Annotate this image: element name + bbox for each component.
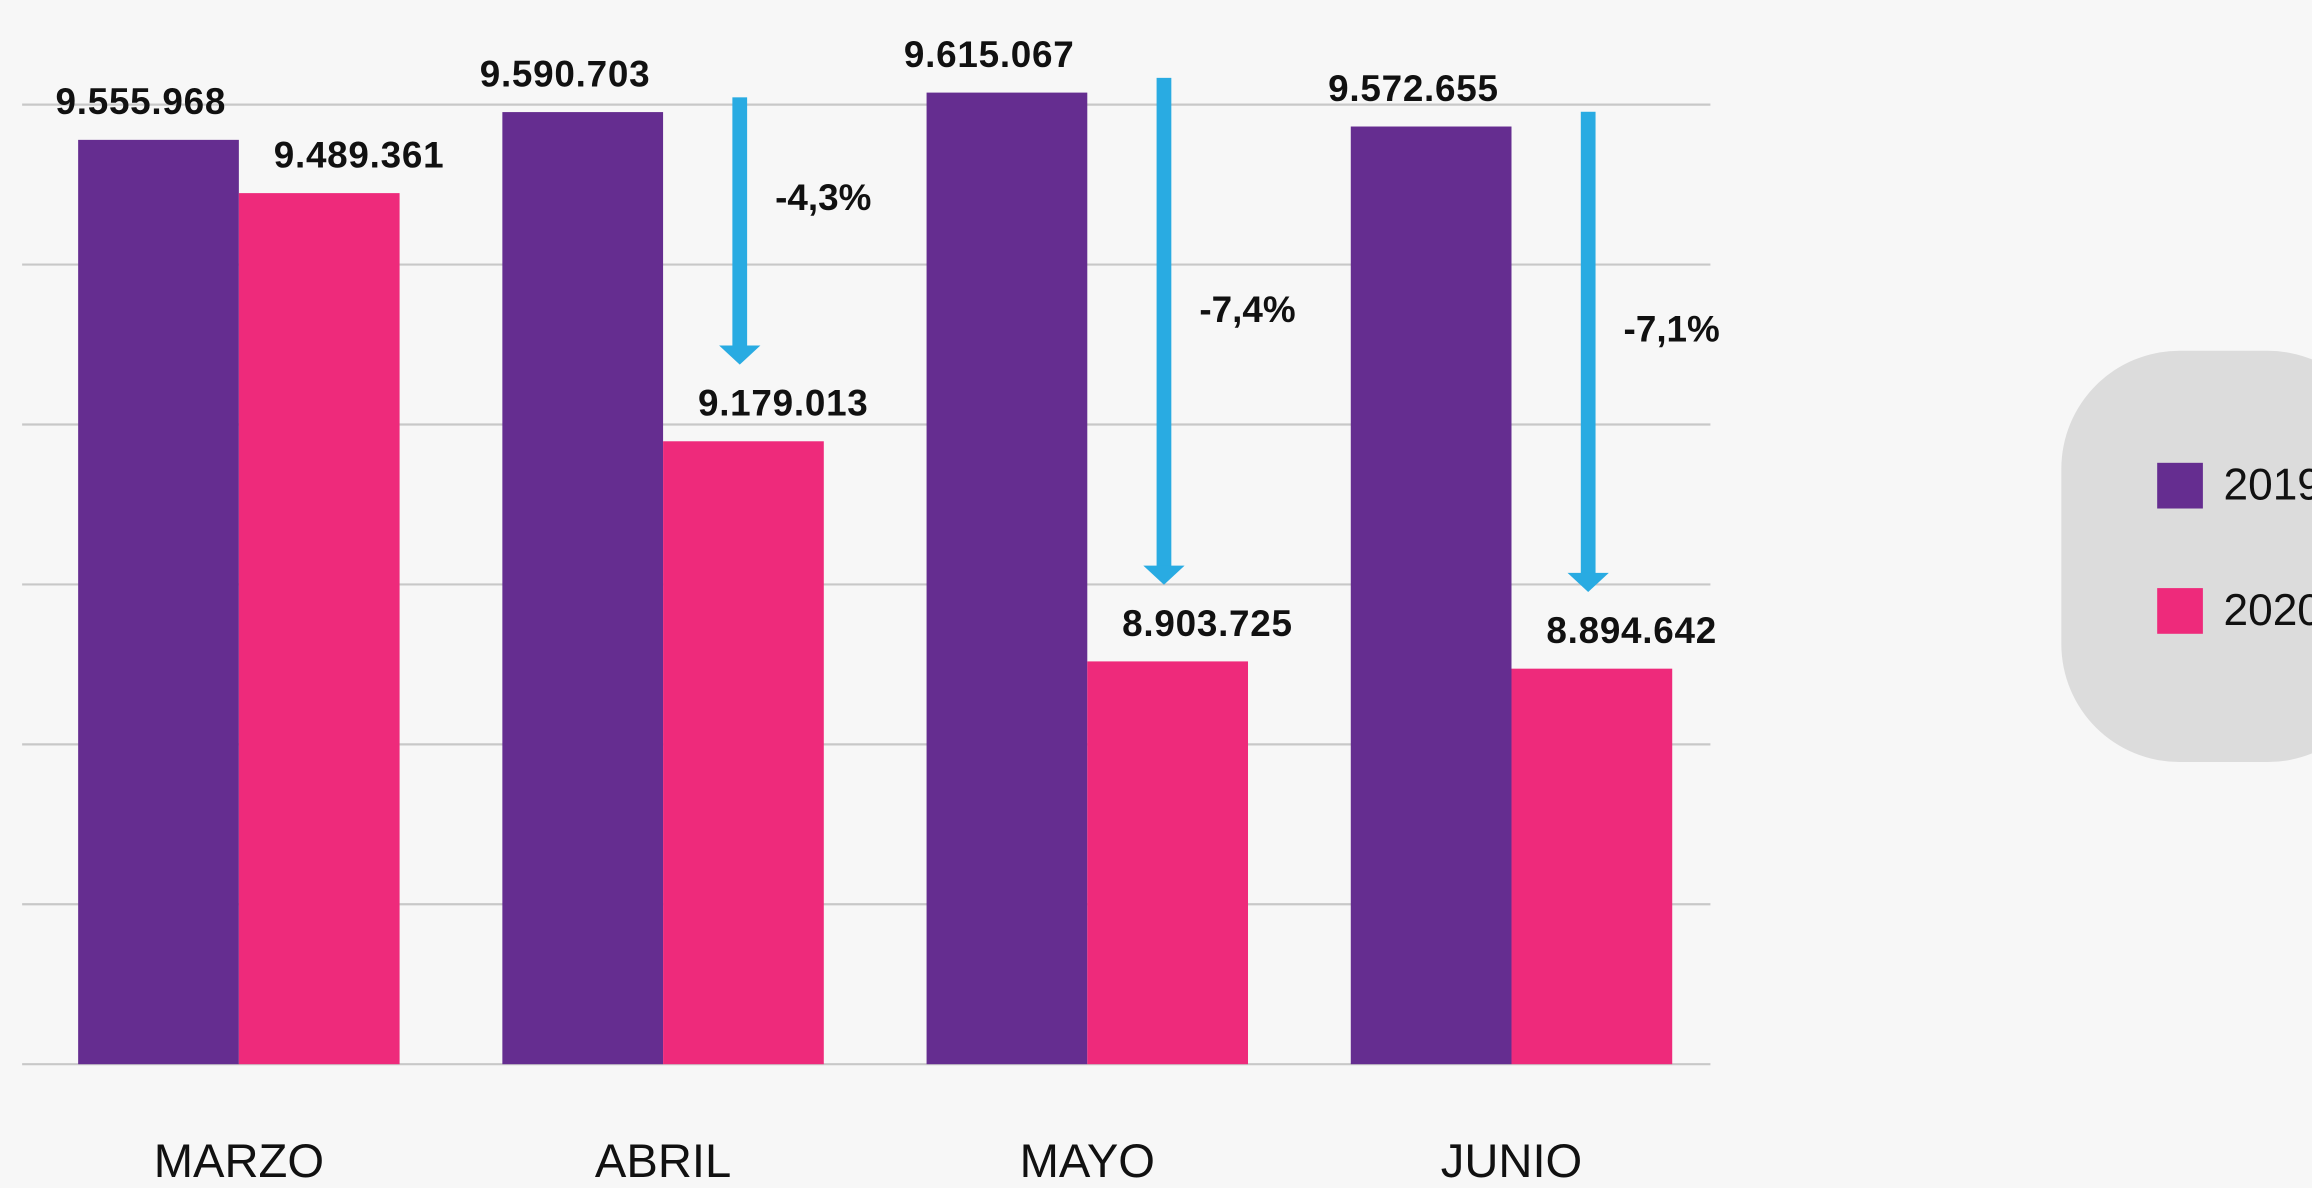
annotation: -7,1%: [1624, 308, 1720, 349]
legend-swatch: [2157, 462, 2203, 509]
bar: [1350, 126, 1512, 1065]
arrow-shaft: [732, 97, 748, 347]
bar: [238, 193, 400, 1065]
bar: [926, 92, 1088, 1065]
arrow-head: [719, 345, 761, 365]
x-tick-label: ABRIL: [595, 1134, 731, 1187]
annotation: -7,4%: [1199, 289, 1295, 330]
value-label: 9.590.703: [480, 53, 651, 94]
value-label: 8.894.642: [1546, 610, 1717, 651]
legend-label: 2020: [2224, 586, 2312, 635]
x-tick-label: MAYO: [1020, 1134, 1155, 1187]
value-label: 9.615.067: [904, 34, 1075, 75]
value-label: 9.179.013: [698, 383, 869, 424]
legend-box: [2061, 350, 2312, 762]
arrow-shaft: [1580, 111, 1596, 575]
value-label: 8.903.725: [1122, 603, 1293, 644]
bar: [1087, 661, 1249, 1065]
annotation: -4,3%: [775, 177, 871, 218]
arrow-head: [1567, 572, 1609, 593]
arrow-shaft: [1156, 77, 1172, 568]
x-tick-label: MARZO: [154, 1134, 324, 1187]
bar: [663, 441, 824, 1065]
x-tick-label: JUNIO: [1441, 1134, 1582, 1187]
legend-label: 2019: [2224, 461, 2312, 510]
legend-swatch: [2157, 588, 2203, 634]
bar: [1511, 668, 1673, 1065]
value-label: 9.489.361: [274, 134, 445, 175]
value-label: 9.555.968: [56, 81, 227, 122]
bar: [502, 112, 664, 1065]
value-label: 9.572.655: [1328, 68, 1499, 109]
bar: [78, 139, 239, 1065]
arrow-head: [1143, 565, 1185, 585]
